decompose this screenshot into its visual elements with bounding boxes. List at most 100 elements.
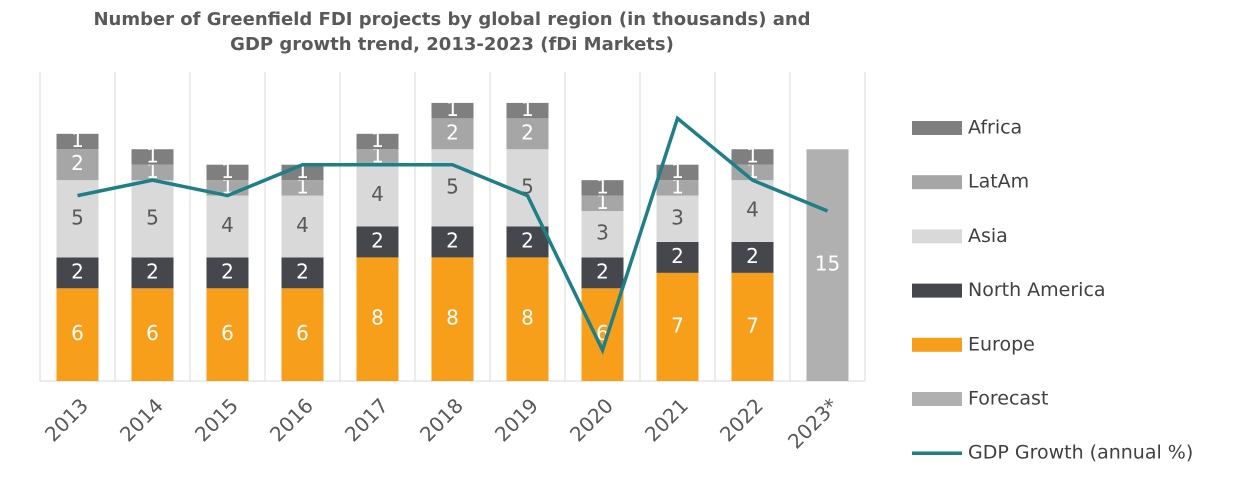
bar-segment: [731, 180, 774, 242]
bar-segment: [431, 149, 474, 227]
data-label: 6: [296, 321, 309, 345]
bar-segment: [206, 164, 249, 181]
data-label: 1: [746, 143, 759, 167]
data-label: 2: [746, 244, 759, 268]
x-tick-label: 2014: [115, 393, 168, 446]
data-label: 4: [371, 182, 384, 206]
bar-segment: [131, 288, 174, 381]
x-tick-label: 2019: [490, 393, 543, 446]
data-label: 2: [671, 244, 684, 268]
legend-label: GDP Growth (annual %): [968, 442, 1193, 464]
bar-segment: [56, 288, 99, 381]
legend-label: Forecast: [968, 388, 1048, 410]
data-label: 1: [596, 174, 609, 198]
data-label: 1: [671, 174, 684, 198]
bar-segment: [656, 272, 699, 381]
bar-segment: [731, 241, 774, 273]
data-label: 2: [596, 259, 609, 283]
bar-segment: [431, 226, 474, 258]
data-label: 7: [671, 313, 684, 337]
bar-segment: [656, 164, 699, 181]
data-label: 1: [296, 174, 309, 198]
data-label: 2: [221, 259, 234, 283]
data-label: 5: [521, 174, 534, 198]
bar-segment: [656, 241, 699, 273]
x-tick-label: 2023*: [783, 393, 843, 453]
bar-segment: [356, 149, 399, 165]
bar-segment: [431, 257, 474, 381]
bar-segment: [731, 149, 774, 165]
legend-swatch: [912, 337, 962, 352]
legend-label: Europe: [968, 333, 1035, 355]
x-tick-label: 2016: [265, 393, 318, 446]
x-tick-label: 2021: [640, 393, 693, 446]
data-label: 8: [446, 306, 459, 330]
legend-label: Africa: [968, 117, 1022, 139]
data-label: 8: [521, 306, 534, 330]
bar-segment: [581, 180, 624, 196]
data-label: 8: [371, 306, 384, 330]
x-tick-label: 2018: [415, 393, 468, 446]
bar-segment: [131, 257, 174, 289]
data-label: 3: [596, 221, 609, 245]
chart-title: GDP growth trend, 2013-2023 (fDi Markets…: [230, 34, 674, 55]
data-label: 1: [371, 128, 384, 152]
data-label: 5: [71, 205, 84, 229]
legend-label: North America: [968, 279, 1106, 301]
data-label: 6: [221, 321, 234, 345]
legend-swatch: [912, 283, 962, 298]
bar-segment: [656, 180, 699, 196]
bar-segment: [506, 149, 549, 227]
legend-swatch: [912, 121, 962, 135]
legend-swatch: [912, 392, 962, 406]
bar-segment: [581, 195, 624, 212]
bar-segment: [581, 257, 624, 289]
legend-label: LatAm: [968, 171, 1029, 193]
data-label: 2: [521, 228, 534, 252]
bar-segment: [506, 226, 549, 258]
data-label: 1: [221, 159, 234, 183]
data-label: 1: [671, 159, 684, 183]
bar-segment: [581, 211, 624, 258]
bar-segment: [281, 257, 324, 289]
data-label: 7: [746, 313, 759, 337]
bar-segment: [506, 118, 549, 150]
data-label: 1: [221, 174, 234, 198]
bar-segment: [356, 133, 399, 150]
bar-segment: [56, 257, 99, 289]
data-label: 2: [71, 151, 84, 175]
data-label: 4: [221, 213, 234, 237]
bar-segment: [206, 195, 249, 258]
data-label: 1: [146, 159, 159, 183]
data-label: 5: [146, 205, 159, 229]
bar-segment: [281, 180, 324, 196]
data-label: 1: [446, 97, 459, 121]
data-label: 1: [71, 128, 84, 152]
data-label: 2: [296, 259, 309, 283]
bar-segment: [356, 226, 399, 258]
bar-segment: [506, 102, 549, 119]
data-label: 3: [671, 205, 684, 229]
bar-segment: [431, 118, 474, 150]
line: [77, 115, 829, 355]
data-label: 2: [446, 228, 459, 252]
bar-segment: [356, 257, 399, 381]
bar-segment: [281, 195, 324, 258]
data-label: 1: [146, 143, 159, 167]
data-label: 1: [296, 159, 309, 183]
x-tick-label: 2020: [565, 393, 618, 446]
bar-segment: [806, 149, 849, 381]
data-label: 6: [146, 321, 159, 345]
data-label: 15: [815, 252, 840, 276]
bar-segment: [131, 164, 174, 181]
data-label: 4: [746, 198, 759, 222]
data-label: 2: [146, 259, 159, 283]
data-label: 2: [371, 228, 384, 252]
data-label: 1: [521, 97, 534, 121]
data-label: 1: [596, 190, 609, 214]
data-label: 6: [71, 321, 84, 345]
data-label: 2: [71, 259, 84, 283]
bar-segment: [731, 272, 774, 381]
bar-segment: [56, 133, 99, 150]
